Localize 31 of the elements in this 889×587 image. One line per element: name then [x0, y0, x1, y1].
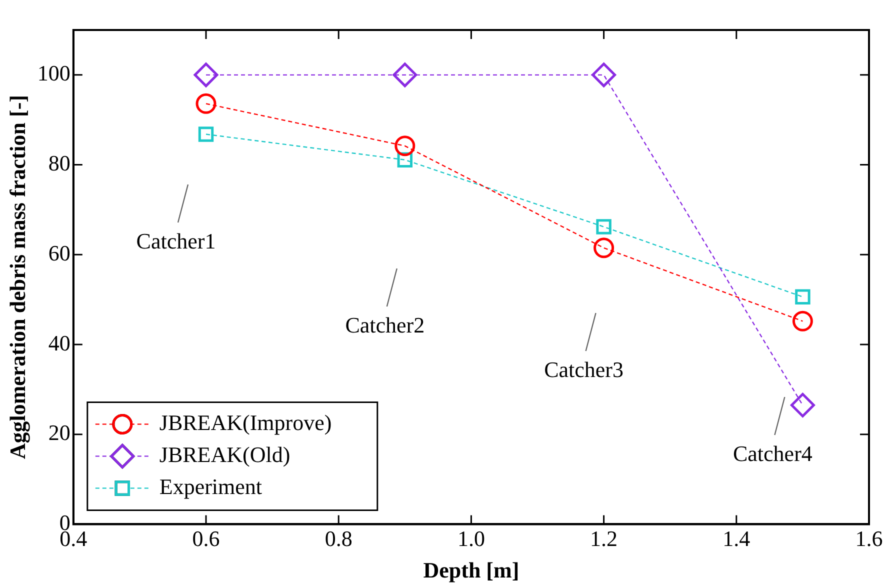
x-tick-label: 1.6 — [855, 526, 883, 552]
y-tick-label: 60 — [48, 240, 70, 266]
y-axis-title: Agglomeration debris mass fraction [-] — [4, 95, 30, 460]
x-tick-label: 1.0 — [457, 526, 485, 552]
legend-label: JBREAK(Improve) — [159, 410, 332, 435]
annotation: Catcher2 — [345, 312, 425, 338]
point — [392, 62, 418, 88]
x-tick-label: 0.8 — [324, 526, 352, 552]
point — [594, 238, 614, 258]
x-axis-title: Depth [m] — [423, 557, 520, 582]
y-tick-label: 100 — [37, 60, 70, 86]
point — [196, 93, 216, 114]
legend-label: Experiment — [159, 474, 262, 499]
y-tick-label: 20 — [48, 420, 70, 446]
x-tick-label: 1.4 — [722, 526, 750, 552]
point — [790, 392, 815, 418]
annotation: Catcher1 — [136, 228, 216, 254]
point — [592, 62, 616, 88]
annotation: Catcher4 — [732, 440, 812, 466]
point — [198, 126, 214, 142]
point — [795, 289, 810, 304]
x-tick-label: 0.6 — [192, 526, 220, 552]
x-tick-label: 1.2 — [590, 526, 618, 552]
point — [596, 219, 612, 234]
point — [792, 310, 813, 332]
legend-label: JBREAK(Old) — [159, 442, 290, 467]
y-tick-label: 80 — [48, 150, 70, 176]
annotation: Catcher3 — [544, 356, 624, 382]
point — [194, 62, 218, 88]
y-tick-label: 40 — [48, 330, 70, 356]
point — [394, 136, 416, 156]
